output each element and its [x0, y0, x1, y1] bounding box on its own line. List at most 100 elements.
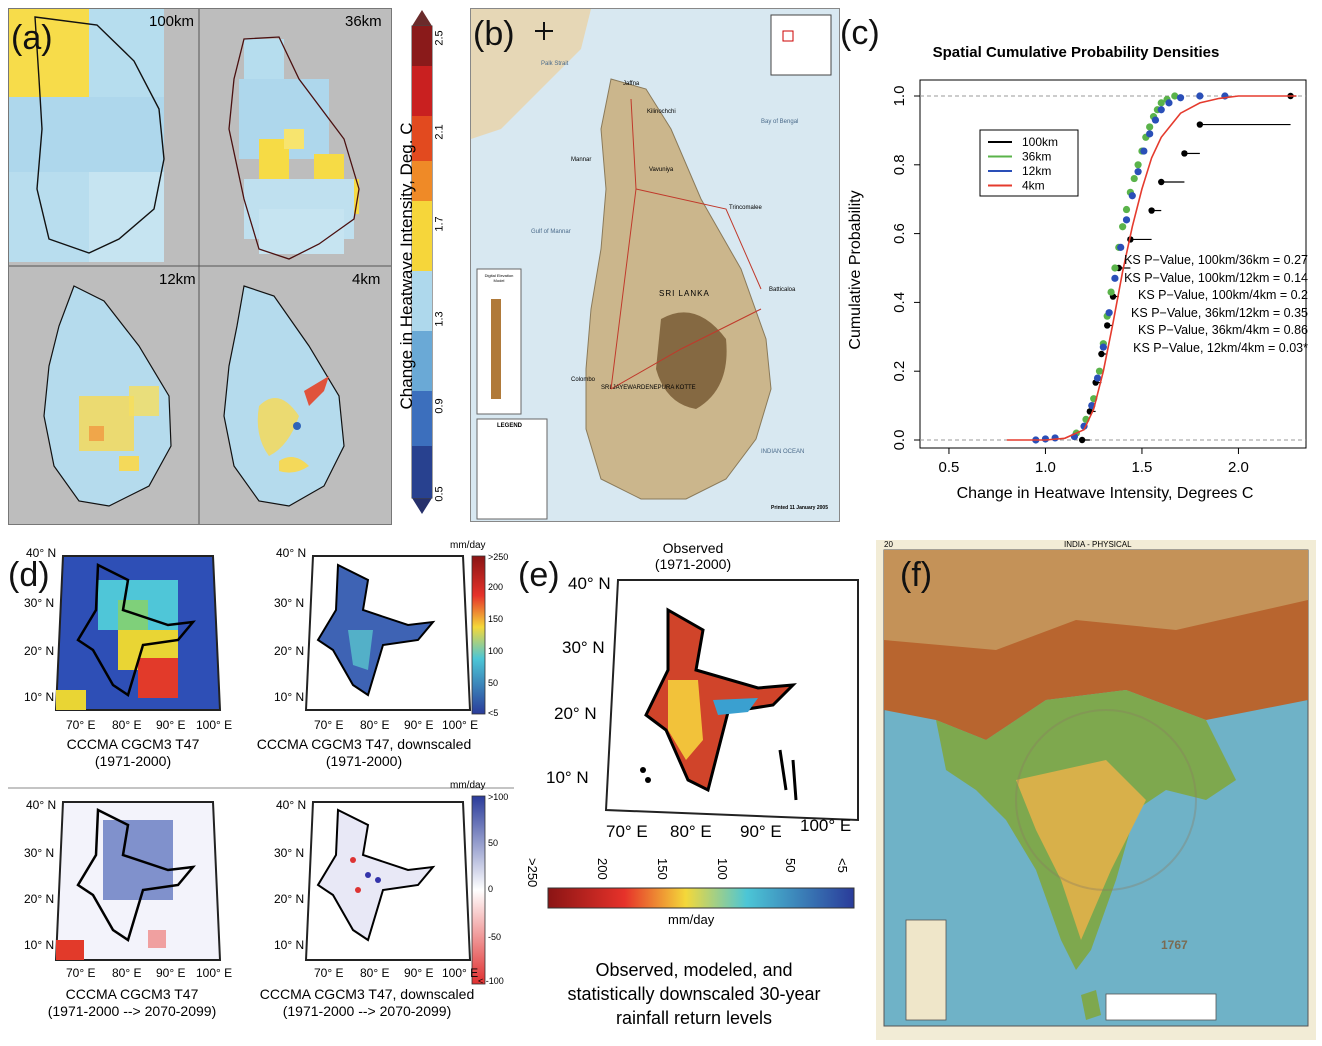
lat-label: 30° N — [24, 596, 55, 610]
colorbar-tick: -50 — [488, 932, 502, 942]
lon-label: 90° E — [740, 822, 782, 841]
data-point-36km — [1134, 161, 1142, 169]
data-point-12km — [1122, 216, 1131, 224]
colorbar-tick: 50 — [783, 858, 798, 873]
ks-value: KS P−Value, 100km/36km = 0.27 — [1124, 253, 1308, 267]
x-tick-label: 1.5 — [1132, 459, 1153, 476]
panel-f-letter: (f) — [900, 556, 933, 594]
lat-label: 40° N — [26, 546, 57, 560]
sri-lanka-map — [471, 9, 832, 520]
lon-label: 70° E — [606, 822, 648, 841]
data-point-12km — [1140, 147, 1148, 155]
map-4km — [198, 266, 345, 524]
lon-label: 90° E — [404, 718, 434, 732]
panel-e-letter: (e) — [518, 556, 560, 594]
map-subtitle: (1971-2000) — [654, 556, 732, 572]
colorbar-tick: 200 — [595, 858, 610, 880]
lat-label: 10° N — [24, 690, 55, 704]
legend-title: LEGEND — [497, 423, 523, 429]
model-grid-map — [54, 555, 222, 711]
lon-label: 100° E — [442, 718, 479, 732]
colorbar-tick: 50 — [488, 678, 499, 688]
lat-label: 30° N — [274, 846, 305, 860]
panel-d-letter: (d) — [8, 556, 50, 594]
place-label: Kilinochchi — [647, 109, 676, 115]
data-point-100km — [1181, 150, 1188, 157]
panel-c: (c) Spatial Cumulative Probability Densi… — [840, 8, 1314, 520]
colorbar-tick: >250 — [525, 858, 540, 888]
lat-label: 30° N — [274, 596, 305, 610]
ks-value: KS P−Value, 100km/4km = 0.2 — [1137, 288, 1308, 302]
lon-label: 100° E — [196, 718, 233, 732]
colorbar-tick: >100 — [488, 792, 509, 802]
lon-label: 100° E — [196, 966, 233, 980]
x-axis-label: Change in Heatwave Intensity, Degrees C — [957, 485, 1254, 502]
lon-label: 80° E — [112, 966, 142, 980]
data-point-100km — [1196, 121, 1204, 128]
ks-value: KS P−Value, 36km/4km = 0.86 — [1137, 323, 1308, 337]
lon-label: 80° E — [112, 718, 142, 732]
map-36km — [228, 36, 360, 260]
lat-label: 40° N — [276, 798, 307, 812]
lat-label: 40° N — [568, 574, 611, 593]
y-tick-label: 1.0 — [891, 86, 908, 107]
colorbar-tick: 0 — [488, 884, 494, 894]
data-point-36km — [1095, 367, 1104, 375]
panel-b-letter: (b) — [473, 15, 515, 53]
colorbar-a-tick: 1.3 — [433, 311, 446, 327]
data-point-36km — [1171, 92, 1179, 100]
data-point-12km — [1099, 343, 1107, 351]
lat-label: 30° N — [562, 638, 605, 657]
data-point-12km — [1196, 92, 1204, 100]
lon-label: 90° E — [156, 966, 186, 980]
lat-label: 20° N — [24, 892, 55, 906]
series-line-4km — [1006, 95, 1297, 441]
colorbar-tick: 50 — [488, 838, 499, 848]
res-label-36km: 36km — [345, 13, 382, 30]
lat-label: 20° N — [274, 892, 305, 906]
lat-label: 30° N — [24, 846, 55, 860]
panel-d-maps — [8, 555, 514, 985]
lon-label: 90° E — [156, 718, 186, 732]
map-title: INDIA - PHYSICAL — [1064, 540, 1132, 549]
seal-year: 1767 — [1161, 938, 1188, 952]
data-point-36km — [1119, 223, 1127, 231]
data-point-36km — [1130, 174, 1138, 183]
res-label-4km: 4km — [352, 271, 381, 288]
page-number: 20 — [884, 540, 893, 549]
colorbar-tick: 100 — [488, 646, 504, 656]
data-point-12km — [1165, 99, 1173, 107]
colorbar-tick: 200 — [488, 582, 504, 592]
colorbar-a-tick: 0.9 — [433, 398, 446, 414]
figure-caption: Observed, modeled, and statistically dow… — [567, 960, 821, 1028]
place-label: SRI JAYEWARDENEPURA KOTTE — [601, 385, 696, 391]
data-point-12km — [1151, 116, 1160, 124]
cdf-series — [1006, 92, 1297, 444]
map-title: Observed — [662, 540, 724, 556]
place-label: Jaffna — [623, 81, 640, 87]
colorbar-a-tick: 2.5 — [433, 30, 446, 46]
ks-value: KS P−Value, 100km/12km = 0.14 — [1124, 270, 1308, 285]
data-point-12km — [1176, 94, 1185, 102]
y-tick-label: 0.6 — [891, 223, 908, 244]
data-point-36km — [1107, 288, 1115, 296]
data-point-12km — [1134, 168, 1142, 176]
data-point-12km — [1146, 130, 1154, 138]
water-label: INDIAN OCEAN — [761, 449, 805, 455]
data-point-36km — [1111, 264, 1119, 272]
map-caption: CCCMA CGCM3 T47, downscaled (1971-2000) — [256, 736, 472, 769]
legend-label: 100km — [1022, 135, 1058, 149]
data-point-12km — [1105, 309, 1113, 317]
y-tick-label: 0.8 — [891, 154, 908, 175]
data-point-36km — [1122, 205, 1131, 214]
y-tick-label: 0.0 — [891, 430, 908, 451]
ks-value: KS P−Value, 36km/12km = 0.35 — [1131, 305, 1308, 320]
panel-e: (e) Observed (1971-2000) 40° N 30° N 20°… — [518, 540, 870, 1040]
x-tick-label: 1.0 — [1035, 459, 1056, 476]
colorbar-tick: < -100 — [478, 976, 504, 986]
model-change-map — [54, 801, 222, 961]
colorbar-tick: 150 — [655, 858, 670, 880]
lat-label: 40° N — [26, 798, 57, 812]
y-tick-label: 0.2 — [891, 361, 908, 382]
lon-label: 80° E — [360, 966, 390, 980]
